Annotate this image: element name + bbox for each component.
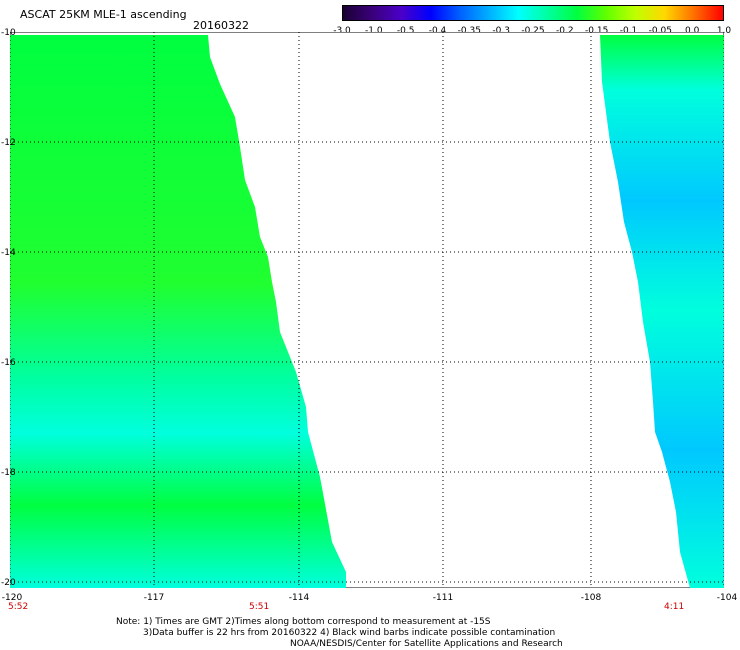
colorbar-tick-label: -0.2 <box>556 26 574 36</box>
y-tick-label: -12 <box>1 138 16 148</box>
x-tick-label: -120 <box>1 593 23 603</box>
x-tick-label: -108 <box>580 593 602 603</box>
map-plot <box>10 32 724 588</box>
map-date: 20160322 <box>193 19 249 32</box>
x-tick-label: -111 <box>432 593 454 603</box>
colorbar-tick-label: -0.35 <box>457 26 481 36</box>
colorbar-tick-label: -0.3 <box>492 26 510 36</box>
colorbar-tick-label: -0.1 <box>619 26 638 36</box>
x-tick-label: -117 <box>143 593 165 603</box>
colorbar-tick-label: -0.5 <box>396 26 415 36</box>
swath-west <box>10 35 346 588</box>
y-tick-label: -20 <box>1 578 16 588</box>
y-tick-label: -18 <box>1 468 16 478</box>
map-title: ASCAT 25KM MLE-1 ascending <box>20 8 187 21</box>
colorbar-tick-label: 0.0 <box>684 26 700 36</box>
y-tick-label: -14 <box>1 248 16 258</box>
swath-time-label: 5:51 <box>249 602 270 612</box>
colorbar <box>342 5 724 21</box>
x-tick-label: -114 <box>288 593 310 603</box>
colorbar-tick-label: -0.25 <box>521 26 545 36</box>
colorbar-tick-label: -1.0 <box>365 26 383 36</box>
note-line-2: 3)Data buffer is 22 hrs from 20160322 4)… <box>143 628 556 638</box>
x-tick-label: -104 <box>716 593 738 603</box>
colorbar-tick-label: 1.0 <box>716 26 732 36</box>
swath-time-label: 5:52 <box>8 602 29 612</box>
swath-east <box>600 35 724 588</box>
note-line-3: NOAA/NESDIS/Center for Satellite Applica… <box>290 639 563 649</box>
colorbar-tick-label: -3.0 <box>333 26 351 36</box>
swath-time-label: 4:11 <box>664 602 685 612</box>
colorbar-tick-label: -0.15 <box>585 26 609 36</box>
colorbar-tick-label: -0.4 <box>428 26 447 36</box>
y-tick-label: -16 <box>1 358 16 368</box>
lat-lon-grid <box>10 32 724 588</box>
note-line-1: Note: 1) Times are GMT 2)Times along bot… <box>116 617 491 627</box>
colorbar-tick-label: -0.05 <box>648 26 672 36</box>
y-tick-label: -10 <box>1 28 16 38</box>
